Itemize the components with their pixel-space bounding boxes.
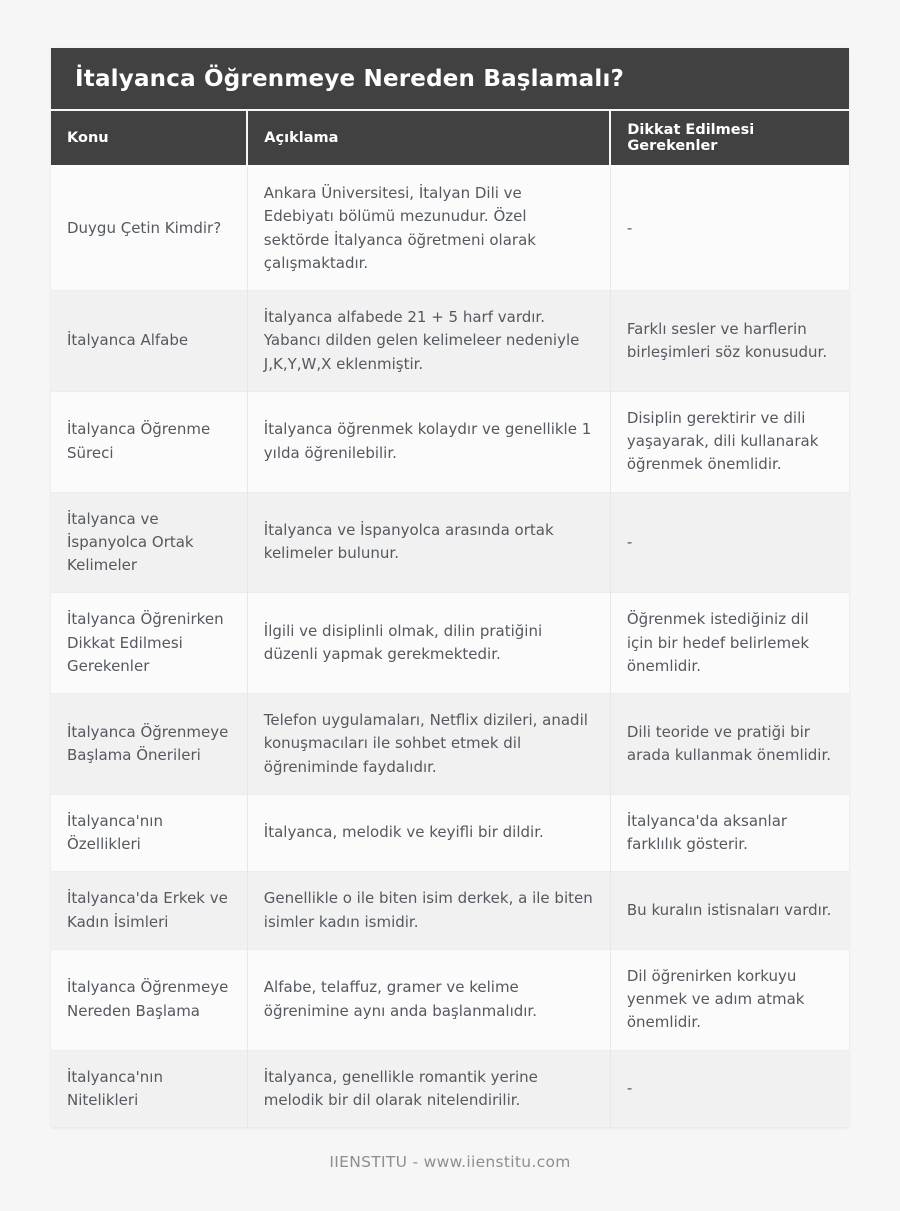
cell-dikkat: - bbox=[609, 491, 849, 593]
content-card: İtalyanca Öğrenmeye Nereden Başlamalı? K… bbox=[51, 48, 849, 1127]
table-body: Duygu Çetin Kimdir? Ankara Üniversitesi,… bbox=[51, 166, 849, 1127]
table-row: İtalyanca'da Erkek ve Kadın İsimleri Gen… bbox=[51, 871, 849, 950]
cell-dikkat: Dili teoride ve pratiği bir arada kullan… bbox=[609, 693, 849, 795]
table-row: İtalyanca'nın Nitelikleri İtalyanca, gen… bbox=[51, 1049, 849, 1127]
table-header-row: Konu Açıklama Dikkat Edilmesi Gerekenler bbox=[51, 109, 849, 167]
cell-konu: İtalyanca'nın Özellikleri bbox=[51, 793, 248, 872]
cell-aciklama: İtalyanca öğrenmek kolaydır ve genellikl… bbox=[246, 390, 611, 492]
cell-dikkat: Disiplin gerektirir ve dili yaşayarak, d… bbox=[609, 390, 849, 492]
cell-dikkat: Öğrenmek istediğiniz dil için bir hedef … bbox=[609, 592, 849, 694]
cell-dikkat: İtalyanca'da aksanlar farklılık gösterir… bbox=[609, 793, 849, 872]
cell-konu: İtalyanca Öğrenmeye Nereden Başlama bbox=[51, 948, 248, 1050]
cell-konu: İtalyanca Alfabe bbox=[51, 290, 248, 392]
cell-konu: Duygu Çetin Kimdir? bbox=[67, 218, 222, 237]
cell-dikkat: Bu kuralın istisnaları vardır. bbox=[609, 871, 849, 950]
table-row: Duygu Çetin Kimdir? Ankara Üniversitesi,… bbox=[51, 166, 849, 291]
table-row: İtalyanca Öğrenme Süreci İtalyanca öğren… bbox=[51, 390, 849, 492]
table-row: İtalyanca Öğrenirken Dikkat Edilmesi Ger… bbox=[51, 592, 849, 694]
cell-aciklama: Ankara Üniversitesi, İtalyan Dili ve Ede… bbox=[246, 166, 611, 291]
table-row: İtalyanca Öğrenmeye Başlama Önerileri Te… bbox=[51, 693, 849, 795]
cell-aciklama: Alfabe, telaffuz, gramer ve kelime öğren… bbox=[246, 948, 611, 1050]
cell-dikkat: Farklı sesler ve harflerin birleşimleri … bbox=[609, 290, 849, 392]
cell-konu: İtalyanca Öğrenirken Dikkat Edilmesi Ger… bbox=[51, 592, 248, 694]
cell-aciklama: İlgili ve disiplinli olmak, dilin pratiğ… bbox=[246, 592, 611, 694]
footer-credit: IIENSTITU - www.iienstitu.com bbox=[329, 1153, 571, 1171]
cell-konu: İtalyanca'da Erkek ve Kadın İsimleri bbox=[51, 871, 248, 950]
cell-dikkat: Dil öğrenirken korkuyu yenmek ve adım at… bbox=[609, 948, 849, 1050]
table-header: Konu Açıklama Dikkat Edilmesi Gerekenler bbox=[51, 109, 849, 167]
info-table: Konu Açıklama Dikkat Edilmesi Gerekenler… bbox=[51, 109, 849, 1127]
table-row: İtalyanca Alfabe İtalyanca alfabede 21 +… bbox=[51, 290, 849, 392]
column-header-konu: Konu bbox=[51, 109, 249, 167]
cell-dikkat: - bbox=[609, 166, 849, 291]
table-row: İtalyanca Öğrenmeye Nereden Başlama Alfa… bbox=[51, 948, 849, 1050]
cell-aciklama: İtalyanca, genellikle romantik yerine me… bbox=[246, 1049, 611, 1127]
column-header-dikkat: Dikkat Edilmesi Gerekenler bbox=[609, 109, 849, 167]
cell-konu: İtalyanca Öğrenme Süreci bbox=[51, 390, 248, 492]
table-row: İtalyanca'nın Özellikleri İtalyanca, mel… bbox=[51, 793, 849, 872]
cell-aciklama: İtalyanca ve İspanyolca arasında ortak k… bbox=[246, 491, 611, 593]
cell-konu: İtalyanca Öğrenmeye Başlama Önerileri bbox=[51, 693, 248, 795]
cell-aciklama: Telefon uygulamaları, Netflix dizileri, … bbox=[246, 693, 611, 795]
page-title: İtalyanca Öğrenmeye Nereden Başlamalı? bbox=[51, 48, 849, 109]
cell-konu: İtalyanca ve İspanyolca Ortak Kelimeler bbox=[51, 491, 248, 593]
table-row: İtalyanca ve İspanyolca Ortak Kelimeler … bbox=[51, 491, 849, 593]
cell-aciklama: İtalyanca alfabede 21 + 5 harf vardır. Y… bbox=[246, 290, 611, 392]
column-header-aciklama: Açıklama bbox=[246, 109, 612, 167]
cell-aciklama: İtalyanca, melodik ve keyifli bir dildir… bbox=[246, 793, 611, 872]
cell-dikkat: - bbox=[609, 1049, 849, 1127]
cell-aciklama: Genellikle o ile biten isim derkek, a il… bbox=[246, 871, 611, 950]
cell-konu: İtalyanca'nın Nitelikleri bbox=[51, 1049, 248, 1127]
